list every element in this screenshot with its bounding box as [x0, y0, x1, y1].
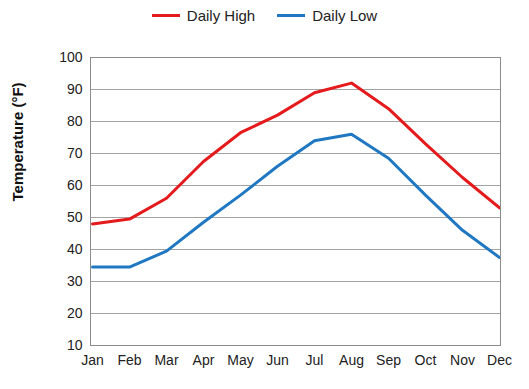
svg-text:Nov: Nov: [450, 352, 475, 368]
svg-text:60: 60: [67, 177, 83, 193]
svg-text:Apr: Apr: [193, 352, 215, 368]
svg-text:100: 100: [59, 49, 83, 65]
svg-text:Feb: Feb: [117, 352, 141, 368]
svg-text:May: May: [227, 352, 253, 368]
svg-text:30: 30: [67, 273, 83, 289]
svg-text:Jul: Jul: [306, 352, 324, 368]
html-text:Daily Low: Daily Low: [312, 6, 378, 24]
svg-text:70: 70: [67, 145, 83, 161]
svg-text:40: 40: [67, 241, 83, 257]
svg-text:90: 90: [67, 81, 83, 97]
svg-text:20: 20: [67, 305, 83, 321]
svg-text:Mar: Mar: [154, 352, 178, 368]
svg-text:Jun: Jun: [266, 352, 289, 368]
svg-text:Oct: Oct: [415, 352, 437, 368]
html-text:Daily High: Daily High: [186, 6, 256, 24]
svg-text:50: 50: [67, 209, 83, 225]
svg-text:Temperature (°F): Temperature (°F): [9, 82, 26, 201]
svg-text:Dec: Dec: [487, 352, 512, 368]
svg-text:Sep: Sep: [376, 352, 401, 368]
svg-text:10: 10: [67, 337, 83, 353]
svg-text:Jan: Jan: [81, 352, 104, 368]
svg-text:80: 80: [67, 113, 83, 129]
svg-text:Aug: Aug: [339, 352, 364, 368]
